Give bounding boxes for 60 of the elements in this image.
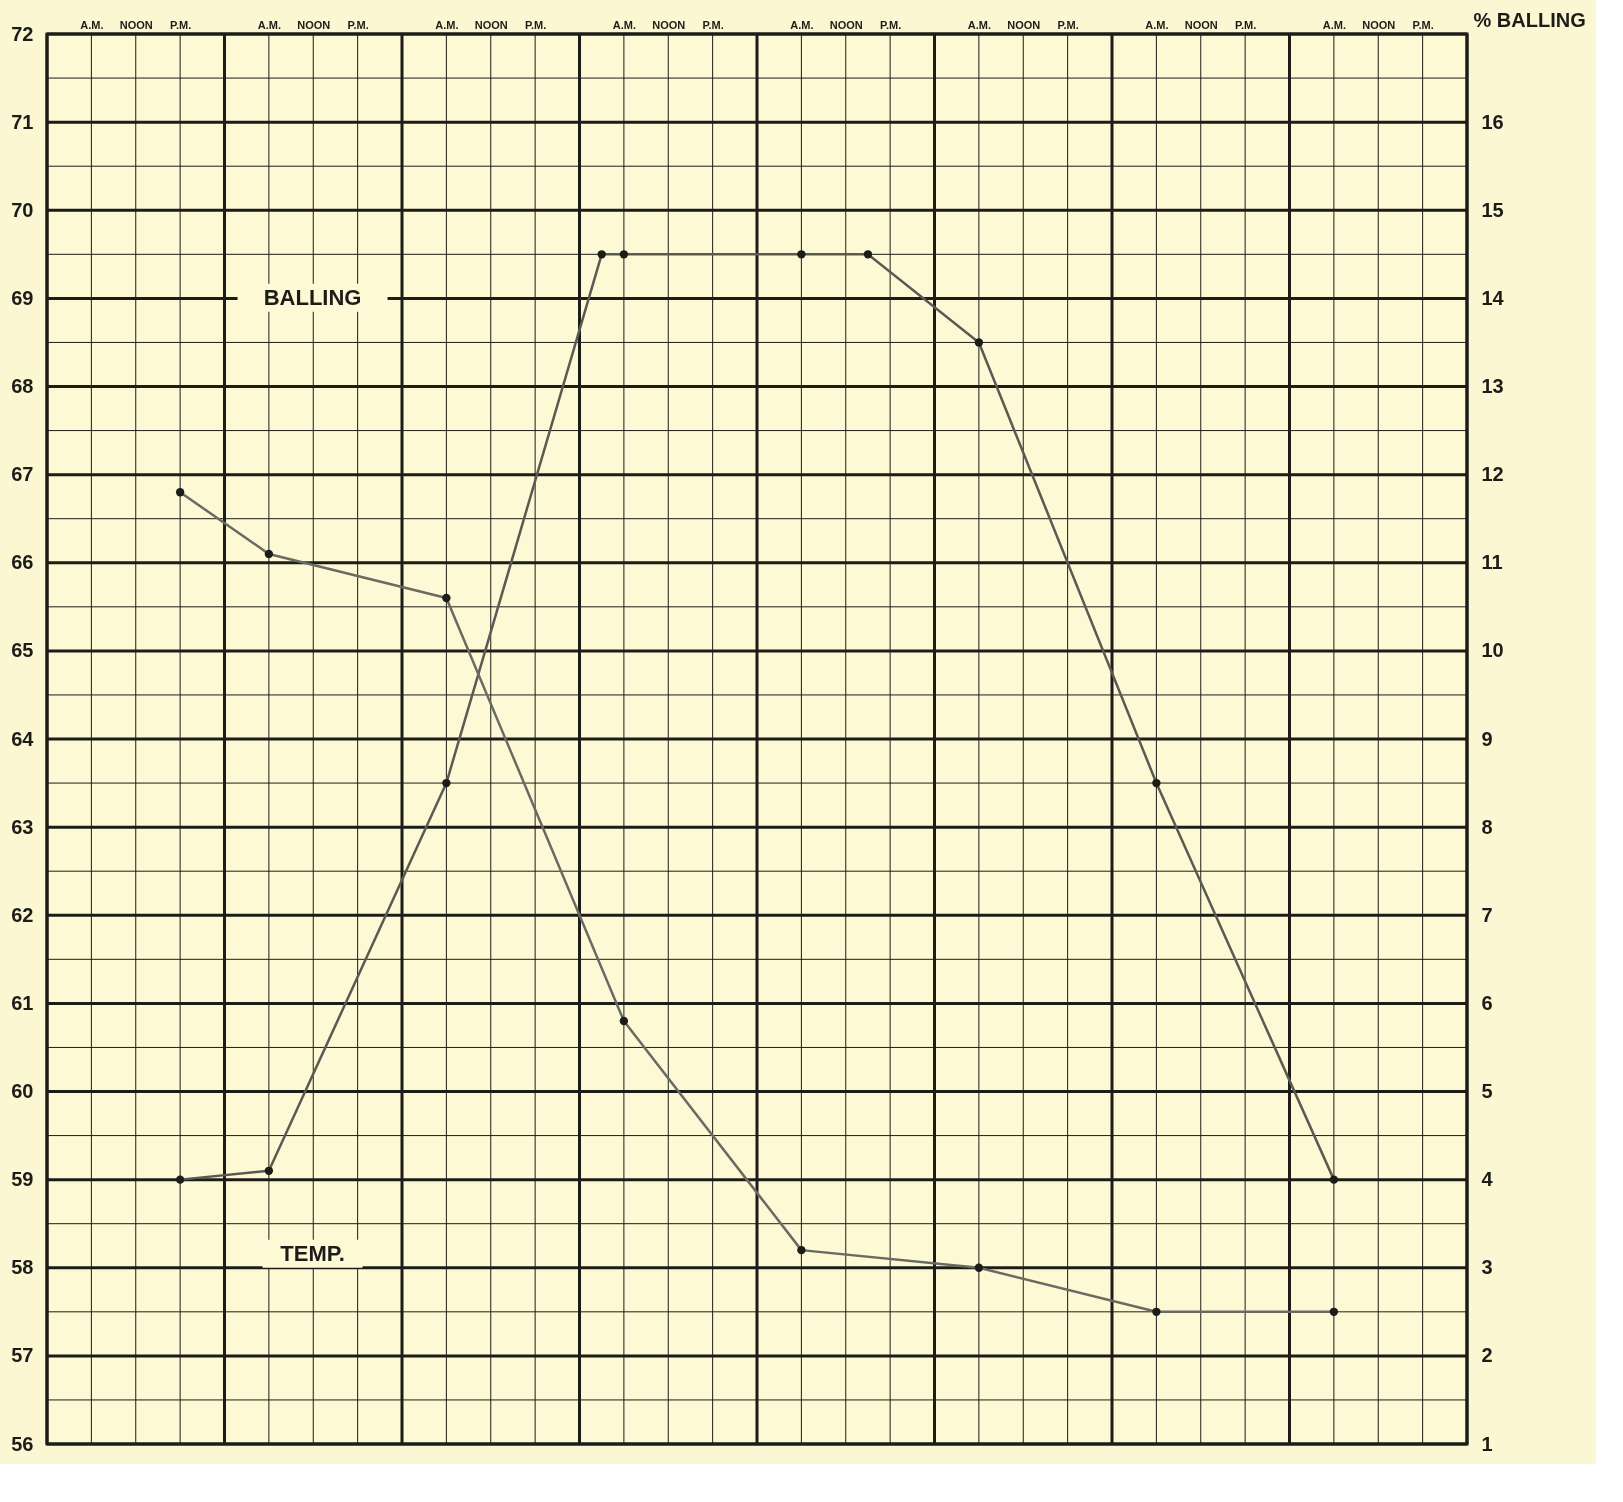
y-tick-label: 58	[11, 1256, 34, 1279]
x-tick-label: NOON	[1362, 18, 1396, 31]
y2-tick-label: 3	[1481, 1256, 1493, 1279]
y-tick-label: 63	[11, 815, 34, 838]
x-tick-label: NOON	[829, 18, 863, 31]
y2-tick-label: 6	[1481, 991, 1493, 1014]
y-tick-label: 69	[11, 286, 34, 309]
y2-tick-label: 12	[1481, 463, 1504, 486]
x-tick-label: P.M.	[1235, 18, 1257, 31]
x-tick-label: A.M.	[612, 18, 636, 31]
y2-axis-title: % BALLING	[1473, 8, 1586, 31]
y-tick-label: 60	[11, 1080, 34, 1102]
y-tick-label: 62	[11, 903, 34, 926]
y2-tick-label: 11	[1481, 551, 1503, 574]
y2-tick-label: 16	[1481, 110, 1504, 133]
x-tick-label: P.M.	[702, 18, 724, 31]
y2-tick-label: 14	[1481, 286, 1505, 309]
y2-tick-label: 5	[1481, 1080, 1493, 1102]
x-tick-label: P.M.	[1412, 18, 1434, 31]
x-tick-label: P.M.	[1057, 18, 1079, 31]
x-tick-label: A.M.	[1322, 18, 1346, 31]
annotation: TEMP.	[280, 1240, 345, 1266]
y-tick-label: 71	[11, 110, 34, 133]
y2-tick-label: 7	[1481, 903, 1493, 926]
y2-tick-label: 1	[1481, 1432, 1493, 1455]
y-tick-label: 57	[11, 1344, 34, 1367]
x-tick-label: P.M.	[347, 18, 369, 31]
y-tick-label: 72	[11, 22, 34, 45]
x-tick-label: NOON	[1007, 18, 1041, 31]
y2-tick-label: 8	[1481, 815, 1493, 838]
x-tick-label: A.M.	[80, 18, 104, 31]
y2-tick-label: 15	[1481, 198, 1504, 221]
x-tick-label: NOON	[297, 18, 331, 31]
annotation: BALLING	[263, 284, 362, 310]
y2-tick-label: 4	[1481, 1168, 1494, 1191]
y-tick-label: 65	[11, 639, 34, 662]
x-tick-label: A.M.	[435, 18, 459, 31]
x-tick-label: A.M.	[967, 18, 991, 31]
y2-tick-label: 10	[1481, 639, 1504, 662]
x-tick-label: P.M.	[525, 18, 547, 31]
y-tick-label: 67	[11, 463, 34, 486]
y-tick-label: 68	[11, 375, 34, 397]
y-tick-label: 56	[11, 1432, 34, 1455]
y-tick-label: 70	[11, 198, 34, 221]
x-tick-label: A.M.	[790, 18, 814, 31]
y2-tick-label: 2	[1481, 1344, 1493, 1367]
y-tick-label: 66	[11, 551, 34, 574]
y2-tick-label: 9	[1481, 727, 1493, 750]
y-tick-label: 59	[11, 1168, 34, 1191]
x-tick-label: P.M.	[880, 18, 902, 31]
x-tick-label: NOON	[1184, 18, 1218, 31]
x-tick-label: NOON	[652, 18, 686, 31]
x-tick-label: NOON	[119, 18, 153, 31]
x-tick-label: A.M.	[257, 18, 281, 31]
x-tick-label: A.M.	[1145, 18, 1169, 31]
x-tick-label: P.M.	[170, 18, 192, 31]
y2-tick-label: 13	[1481, 375, 1504, 397]
x-tick-label: NOON	[474, 18, 508, 31]
y-tick-label: 64	[11, 727, 35, 750]
y-tick-label: 61	[11, 991, 34, 1014]
